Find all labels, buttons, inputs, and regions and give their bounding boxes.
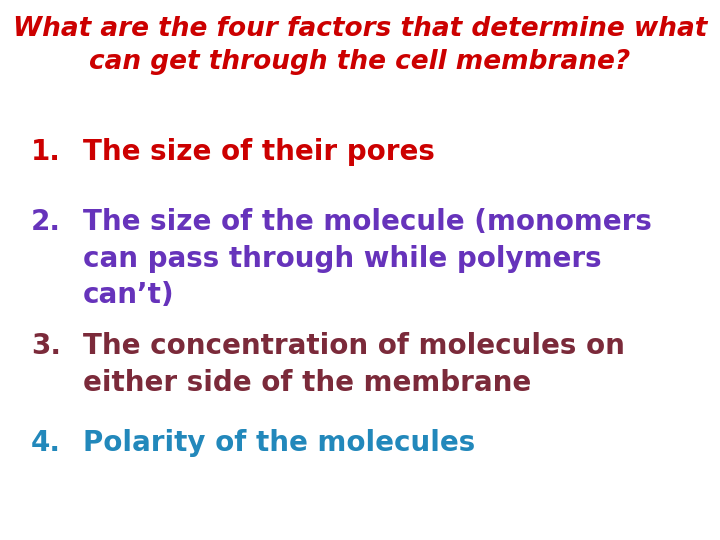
Text: What are the four factors that determine what
can get through the cell membrane?: What are the four factors that determine… [13,16,707,75]
Text: The size of the molecule (monomers
can pass through while polymers
can’t): The size of the molecule (monomers can p… [83,208,652,309]
Text: The size of their pores: The size of their pores [83,138,435,166]
Text: 2.: 2. [31,208,61,236]
Text: The concentration of molecules on
either side of the membrane: The concentration of molecules on either… [83,332,625,397]
Text: 1.: 1. [32,138,61,166]
Text: Polarity of the molecules: Polarity of the molecules [83,429,475,457]
Text: 3.: 3. [31,332,61,360]
Text: 4.: 4. [31,429,61,457]
